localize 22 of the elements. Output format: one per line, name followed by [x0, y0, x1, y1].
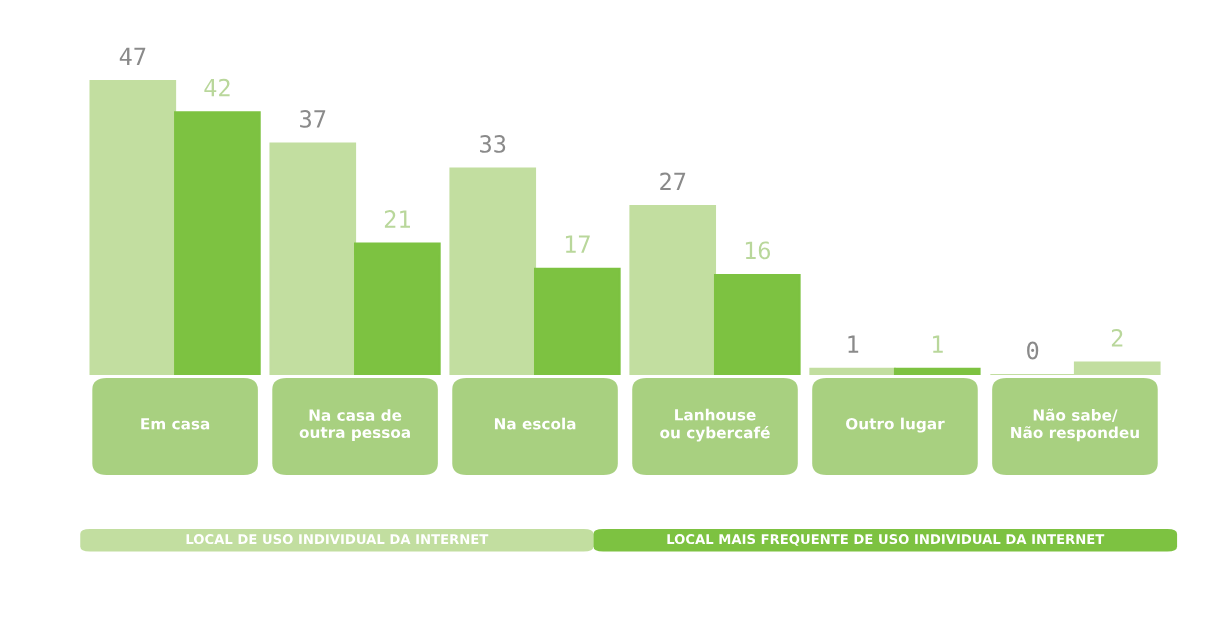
data-label: 1	[933, 335, 943, 353]
data-label: 1	[848, 335, 859, 353]
data-label: 42	[204, 78, 230, 97]
data-label: 16	[745, 241, 770, 260]
data-label: 27	[660, 172, 686, 191]
bar	[893, 367, 981, 376]
x-tick-label: Na escola	[494, 417, 576, 430]
text: LOCAL MAIS FREQUENTE DE USO INDIVIDUAL DA INTERNET	[667, 534, 1105, 546]
data-label: 2	[1111, 329, 1123, 347]
data-label: 0	[1027, 341, 1039, 360]
data-label: 47	[119, 47, 146, 65]
data-label: 21	[384, 210, 410, 228]
bar	[809, 367, 897, 376]
x-tick-label: Não sabe/ Não respondeu	[1011, 408, 1139, 442]
x-tick-label: Em casa	[141, 418, 210, 430]
data-label: 33	[480, 135, 506, 153]
x-tick-label: Na casa de outra pessoa	[299, 409, 410, 442]
data-label: 17	[565, 235, 590, 253]
x-tick-label: Outro lugar	[846, 417, 945, 433]
x-tick-label: Lanhouse ou cybercafé	[660, 408, 770, 442]
text: LOCAL DE USO INDIVIDUAL DA INTERNET	[186, 534, 489, 545]
data-label: 37	[300, 109, 326, 128]
